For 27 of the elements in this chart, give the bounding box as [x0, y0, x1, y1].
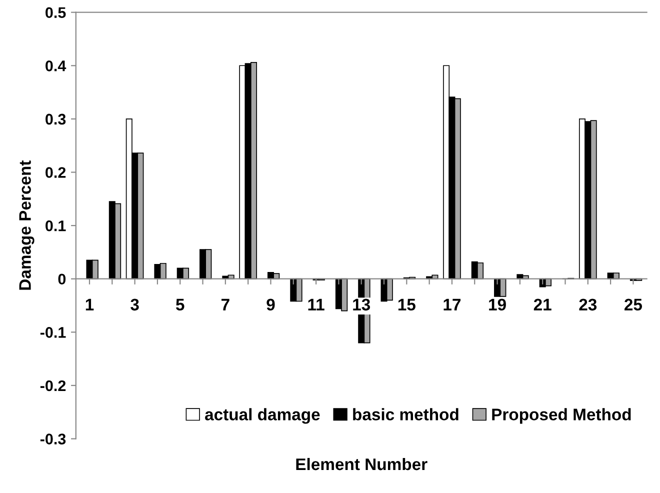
y-tick-label: 0.4 [46, 60, 66, 72]
x-tick-label: 1 [86, 298, 94, 310]
x-tick-label: 3 [130, 298, 139, 311]
y-tick-label: 0.2 [46, 167, 66, 178]
x-tick-label: 23 [579, 298, 597, 311]
x-tick-label: 17 [444, 298, 461, 310]
x-tick-label: 5 [176, 298, 184, 311]
legend-label: basic method [353, 408, 458, 420]
x-tick-label: 15 [398, 298, 416, 311]
y-tick-label: 0.3 [46, 114, 66, 125]
y-tick-label: 0.5 [46, 7, 66, 18]
x-tick-label: 21 [534, 298, 552, 310]
x-tick-label: 25 [624, 298, 642, 311]
x-tick-label: 7 [222, 298, 230, 310]
x-tick-label: 19 [489, 298, 506, 311]
legend-label: actual damage [205, 408, 320, 424]
x-axis-title: Element Number [296, 458, 428, 470]
y-tick-label: -0.2 [40, 380, 66, 392]
x-tick-label: 13 [353, 298, 370, 311]
legend-label: Proposed Method [492, 408, 631, 424]
y-tick-label: -0.3 [40, 434, 66, 444]
y-tick-label: 0.1 [46, 220, 66, 232]
y-tick-label: 0 [58, 274, 66, 285]
x-tick-label: 9 [266, 298, 275, 311]
y-tick-label: -0.1 [40, 327, 66, 338]
y-axis-title: Damage Percent [19, 160, 34, 290]
x-tick-label: 11 [308, 298, 324, 310]
